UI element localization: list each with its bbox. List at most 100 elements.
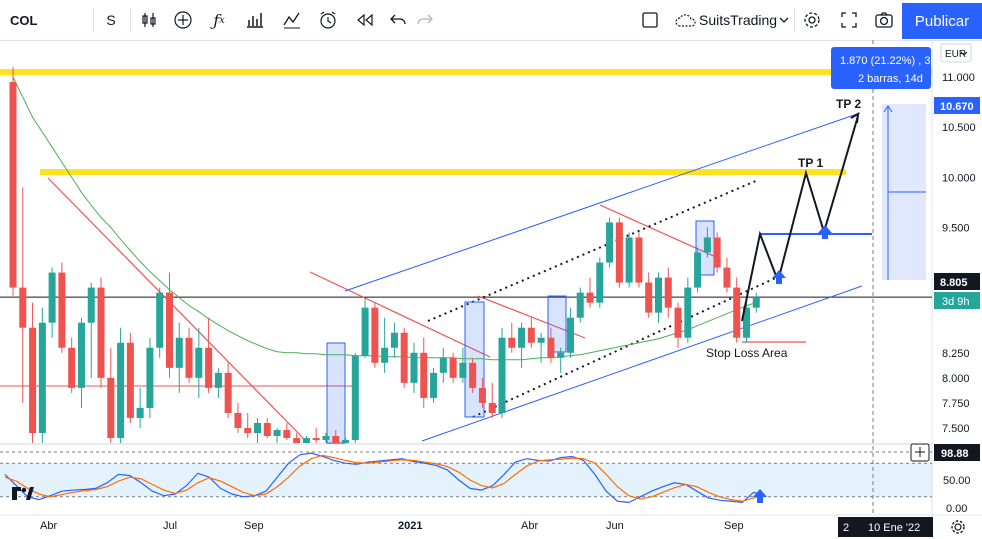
currency-selector[interactable] bbox=[940, 43, 972, 63]
moving-average-line bbox=[12, 76, 757, 361]
candle-body bbox=[322, 436, 330, 441]
interval-button[interactable]: S bbox=[106, 12, 116, 28]
symbol-search[interactable]: COL bbox=[10, 12, 38, 28]
time-cursor-badge bbox=[838, 517, 933, 537]
time-tick-label: Abr bbox=[521, 520, 538, 532]
candle-body bbox=[332, 436, 340, 443]
replay-icon[interactable] bbox=[352, 6, 378, 34]
candle-body bbox=[146, 347, 154, 408]
candle-body bbox=[38, 322, 46, 434]
candle-body bbox=[244, 428, 252, 434]
candle-body bbox=[508, 337, 516, 348]
price-tick-label: 7.750 bbox=[942, 398, 970, 410]
candle-body bbox=[615, 222, 623, 283]
time-cursor-prefix: 2 bbox=[843, 522, 849, 534]
chevron-down-icon[interactable] bbox=[777, 6, 791, 34]
candle-body bbox=[645, 282, 653, 313]
time-tick-label: 2021 bbox=[398, 520, 422, 532]
gear-icon[interactable] bbox=[951, 520, 965, 534]
candle-body bbox=[439, 357, 447, 373]
candle-body bbox=[175, 337, 183, 368]
redo-icon[interactable] bbox=[414, 6, 436, 34]
candle-body bbox=[390, 332, 398, 348]
candle-body bbox=[606, 222, 614, 263]
price-tick-label: 8.250 bbox=[942, 348, 970, 360]
measure-info-box bbox=[831, 47, 931, 89]
candle-body bbox=[664, 277, 672, 308]
stop-loss-label: Stop Loss Area bbox=[706, 346, 788, 360]
candle-body bbox=[654, 277, 662, 313]
candle-body bbox=[293, 438, 301, 443]
last-price-text: 8.805 bbox=[940, 277, 968, 289]
oscillator-k-line bbox=[4, 452, 766, 504]
candle-body bbox=[195, 347, 203, 378]
chart-area[interactable]: TP 2 TP 1 Stop Loss Area 1.870 (21.22%) … bbox=[0, 40, 982, 539]
candle-body bbox=[547, 337, 555, 358]
price-tick-label: 8.000 bbox=[942, 373, 970, 385]
candles-icon[interactable] bbox=[136, 6, 162, 34]
trendline-red-1 bbox=[47, 177, 306, 441]
price-tick-label: 7.500 bbox=[942, 423, 970, 435]
alarm-icon[interactable] bbox=[315, 6, 341, 34]
layout-square-icon[interactable] bbox=[638, 6, 662, 34]
candle-body bbox=[459, 362, 467, 378]
candle-body bbox=[713, 237, 721, 268]
candle-body bbox=[557, 352, 565, 358]
candle-body bbox=[312, 438, 320, 441]
oscillator-value-text: 98.88 bbox=[941, 448, 969, 460]
candle-body bbox=[351, 355, 359, 441]
fullscreen-icon[interactable] bbox=[837, 6, 861, 34]
candle-body bbox=[488, 402, 496, 413]
chevron-down-icon bbox=[960, 51, 968, 56]
settings-icon[interactable] bbox=[800, 6, 824, 34]
candle-body bbox=[420, 352, 428, 398]
candle-body bbox=[156, 292, 164, 348]
candle-body bbox=[136, 407, 144, 418]
last-price-badge bbox=[934, 273, 980, 290]
candle-body bbox=[596, 262, 604, 303]
buy-arrow-icon-1 bbox=[772, 270, 786, 284]
time-tick-label: Jul bbox=[163, 520, 177, 532]
candle-body bbox=[97, 287, 105, 378]
candle-body bbox=[342, 440, 350, 443]
candle-body bbox=[214, 372, 222, 388]
camera-icon[interactable] bbox=[872, 6, 896, 34]
price-tick-label: 9.500 bbox=[942, 222, 970, 234]
candle-body bbox=[126, 342, 134, 418]
plus-icon bbox=[915, 447, 925, 457]
osc-tick-0: 0.00 bbox=[946, 503, 967, 515]
compare-icon[interactable] bbox=[279, 6, 305, 34]
cloud-icon[interactable] bbox=[674, 6, 698, 34]
candle-body bbox=[674, 307, 682, 338]
candle-body bbox=[449, 357, 457, 378]
countdown-badge bbox=[934, 292, 980, 309]
publish-button[interactable]: Publicar bbox=[902, 3, 982, 39]
candle-body bbox=[87, 287, 95, 323]
candle-body bbox=[469, 362, 477, 388]
candle-body bbox=[273, 430, 281, 437]
candle-body bbox=[165, 292, 173, 368]
candle-body bbox=[68, 347, 76, 388]
candle-body bbox=[263, 422, 271, 437]
toolbar-divider bbox=[93, 8, 94, 32]
candle-body bbox=[518, 327, 526, 348]
bar-chart-icon[interactable] bbox=[242, 6, 268, 34]
measure-arrow-head bbox=[883, 105, 893, 113]
resistance-level-lower bbox=[40, 169, 846, 175]
candle-body bbox=[723, 267, 731, 288]
time-tick-label: Sep bbox=[724, 520, 744, 532]
candle-body bbox=[625, 237, 633, 283]
undo-icon[interactable] bbox=[387, 6, 409, 34]
candle-body bbox=[185, 337, 193, 378]
candle-body bbox=[576, 292, 584, 318]
add-indicator-icon[interactable] bbox=[170, 6, 196, 34]
candle-body bbox=[527, 327, 535, 343]
candle-body bbox=[19, 287, 27, 328]
osc-tick-50: 50.00 bbox=[943, 475, 971, 487]
account-name[interactable]: SuitsTrading bbox=[699, 12, 778, 28]
toolbar-divider bbox=[130, 8, 131, 32]
candle-body bbox=[224, 372, 232, 413]
trendline-red-4 bbox=[599, 204, 719, 259]
tp2-label: TP 2 bbox=[836, 97, 861, 111]
